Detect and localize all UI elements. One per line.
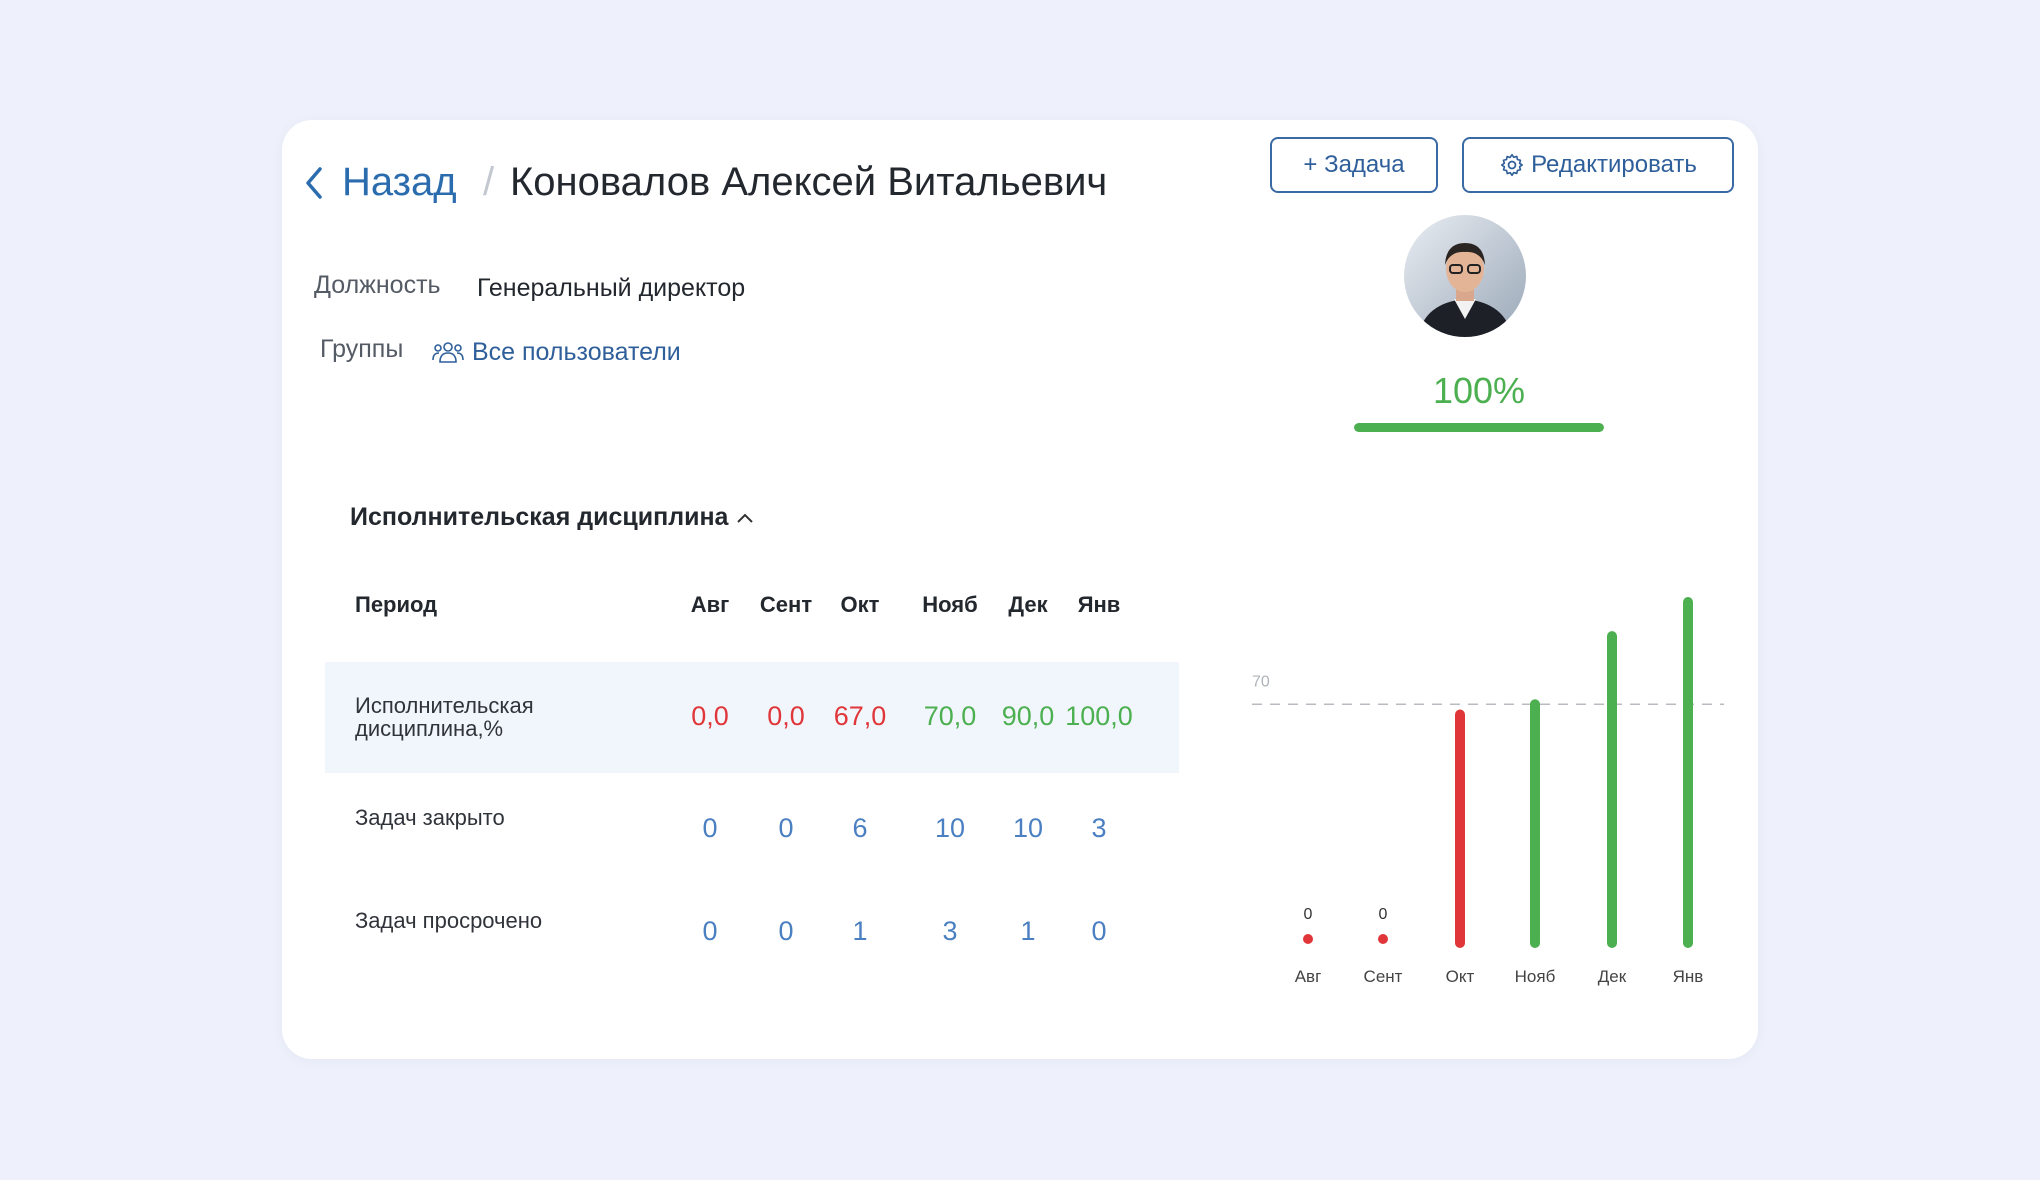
table-cell: 0 (1091, 916, 1107, 946)
value-label: 0 (1379, 906, 1388, 923)
group-link[interactable]: Все пользователи (432, 338, 681, 367)
table-cell: 0 (778, 916, 794, 946)
table-cell: 90,0 (1001, 701, 1055, 731)
field-label: Должность (314, 271, 441, 299)
x-tick-label: Нояб (1515, 967, 1556, 986)
row-label: Задач просрочено (355, 908, 543, 933)
zero-point (1378, 934, 1388, 944)
section-toggle[interactable]: Исполнительская дисциплина (350, 503, 754, 532)
completion-fill (1354, 423, 1604, 432)
section-title: Исполнительская дисциплина (350, 503, 729, 531)
back-chevron (306, 166, 322, 199)
x-tick-label: Авг (1295, 967, 1322, 986)
back-text: Назад (342, 160, 457, 204)
value-label: 0 (1304, 906, 1313, 923)
discipline-chart: 70 0 Авг 0 Сент Окт Нояб Дек Янв (1252, 597, 1724, 986)
table-header-cell: Окт (840, 592, 880, 617)
table-cell: 1 (1020, 916, 1036, 946)
group-link-text: Все пользователи (472, 338, 681, 366)
table-cell: 3 (942, 916, 958, 946)
x-tick-label: Окт (1446, 967, 1475, 986)
edit-button[interactable]: Редактировать (1462, 137, 1734, 193)
table-cell: 1 (852, 916, 868, 946)
table-header-cell: Дек (1008, 592, 1048, 617)
table-header-cell: Нояб (922, 592, 978, 617)
table-cell: 70,0 (923, 701, 977, 731)
avatar (1404, 215, 1526, 337)
table-header-cell: Период (355, 592, 438, 617)
back-link[interactable]: Назад (304, 160, 457, 205)
table-cell: 67,0 (833, 701, 887, 731)
table-cell: 10 (934, 813, 966, 843)
button-text: + Задача (1303, 151, 1405, 178)
table-cell: 3 (1091, 813, 1107, 843)
table-header-cell: Сент (759, 592, 813, 617)
gear-icon (1500, 153, 1524, 177)
table-cell: 0,0 (691, 701, 729, 731)
group-icon (432, 341, 464, 363)
field-label: Группы (320, 335, 404, 363)
user-name: Коновалов Алексей Витальевич (510, 160, 1108, 204)
breadcrumb-separator: / (483, 160, 495, 204)
completion-track (1354, 423, 1604, 432)
table-cell: 10 (1012, 813, 1044, 843)
table-cell: 0 (702, 813, 718, 843)
field-value: Генеральный директор (477, 274, 746, 302)
table-header-cell: Янв (1077, 592, 1121, 617)
row-label: Исполнительская дисциплина,% (355, 693, 534, 741)
table-header-cell: Авг (690, 592, 730, 617)
table-cell: 0,0 (767, 701, 805, 731)
table-cell: 100,0 (1065, 701, 1133, 731)
row-highlight (325, 662, 1179, 773)
threshold-label: 70 (1252, 673, 1270, 690)
table-cell: 6 (852, 813, 868, 843)
table-cell: 0 (778, 813, 794, 843)
completion-percent: 100% (1432, 370, 1526, 411)
x-tick-label: Янв (1673, 967, 1704, 986)
x-tick-label: Сент (1364, 967, 1403, 986)
collapse-chevron (737, 513, 754, 523)
table-cell: 0 (702, 916, 718, 946)
add-task-button[interactable]: + Задача (1270, 137, 1438, 193)
zero-point (1303, 934, 1313, 944)
row-label: Задач закрыто (355, 805, 505, 830)
button-text: Редактировать (1531, 151, 1697, 178)
x-tick-label: Дек (1598, 967, 1627, 986)
